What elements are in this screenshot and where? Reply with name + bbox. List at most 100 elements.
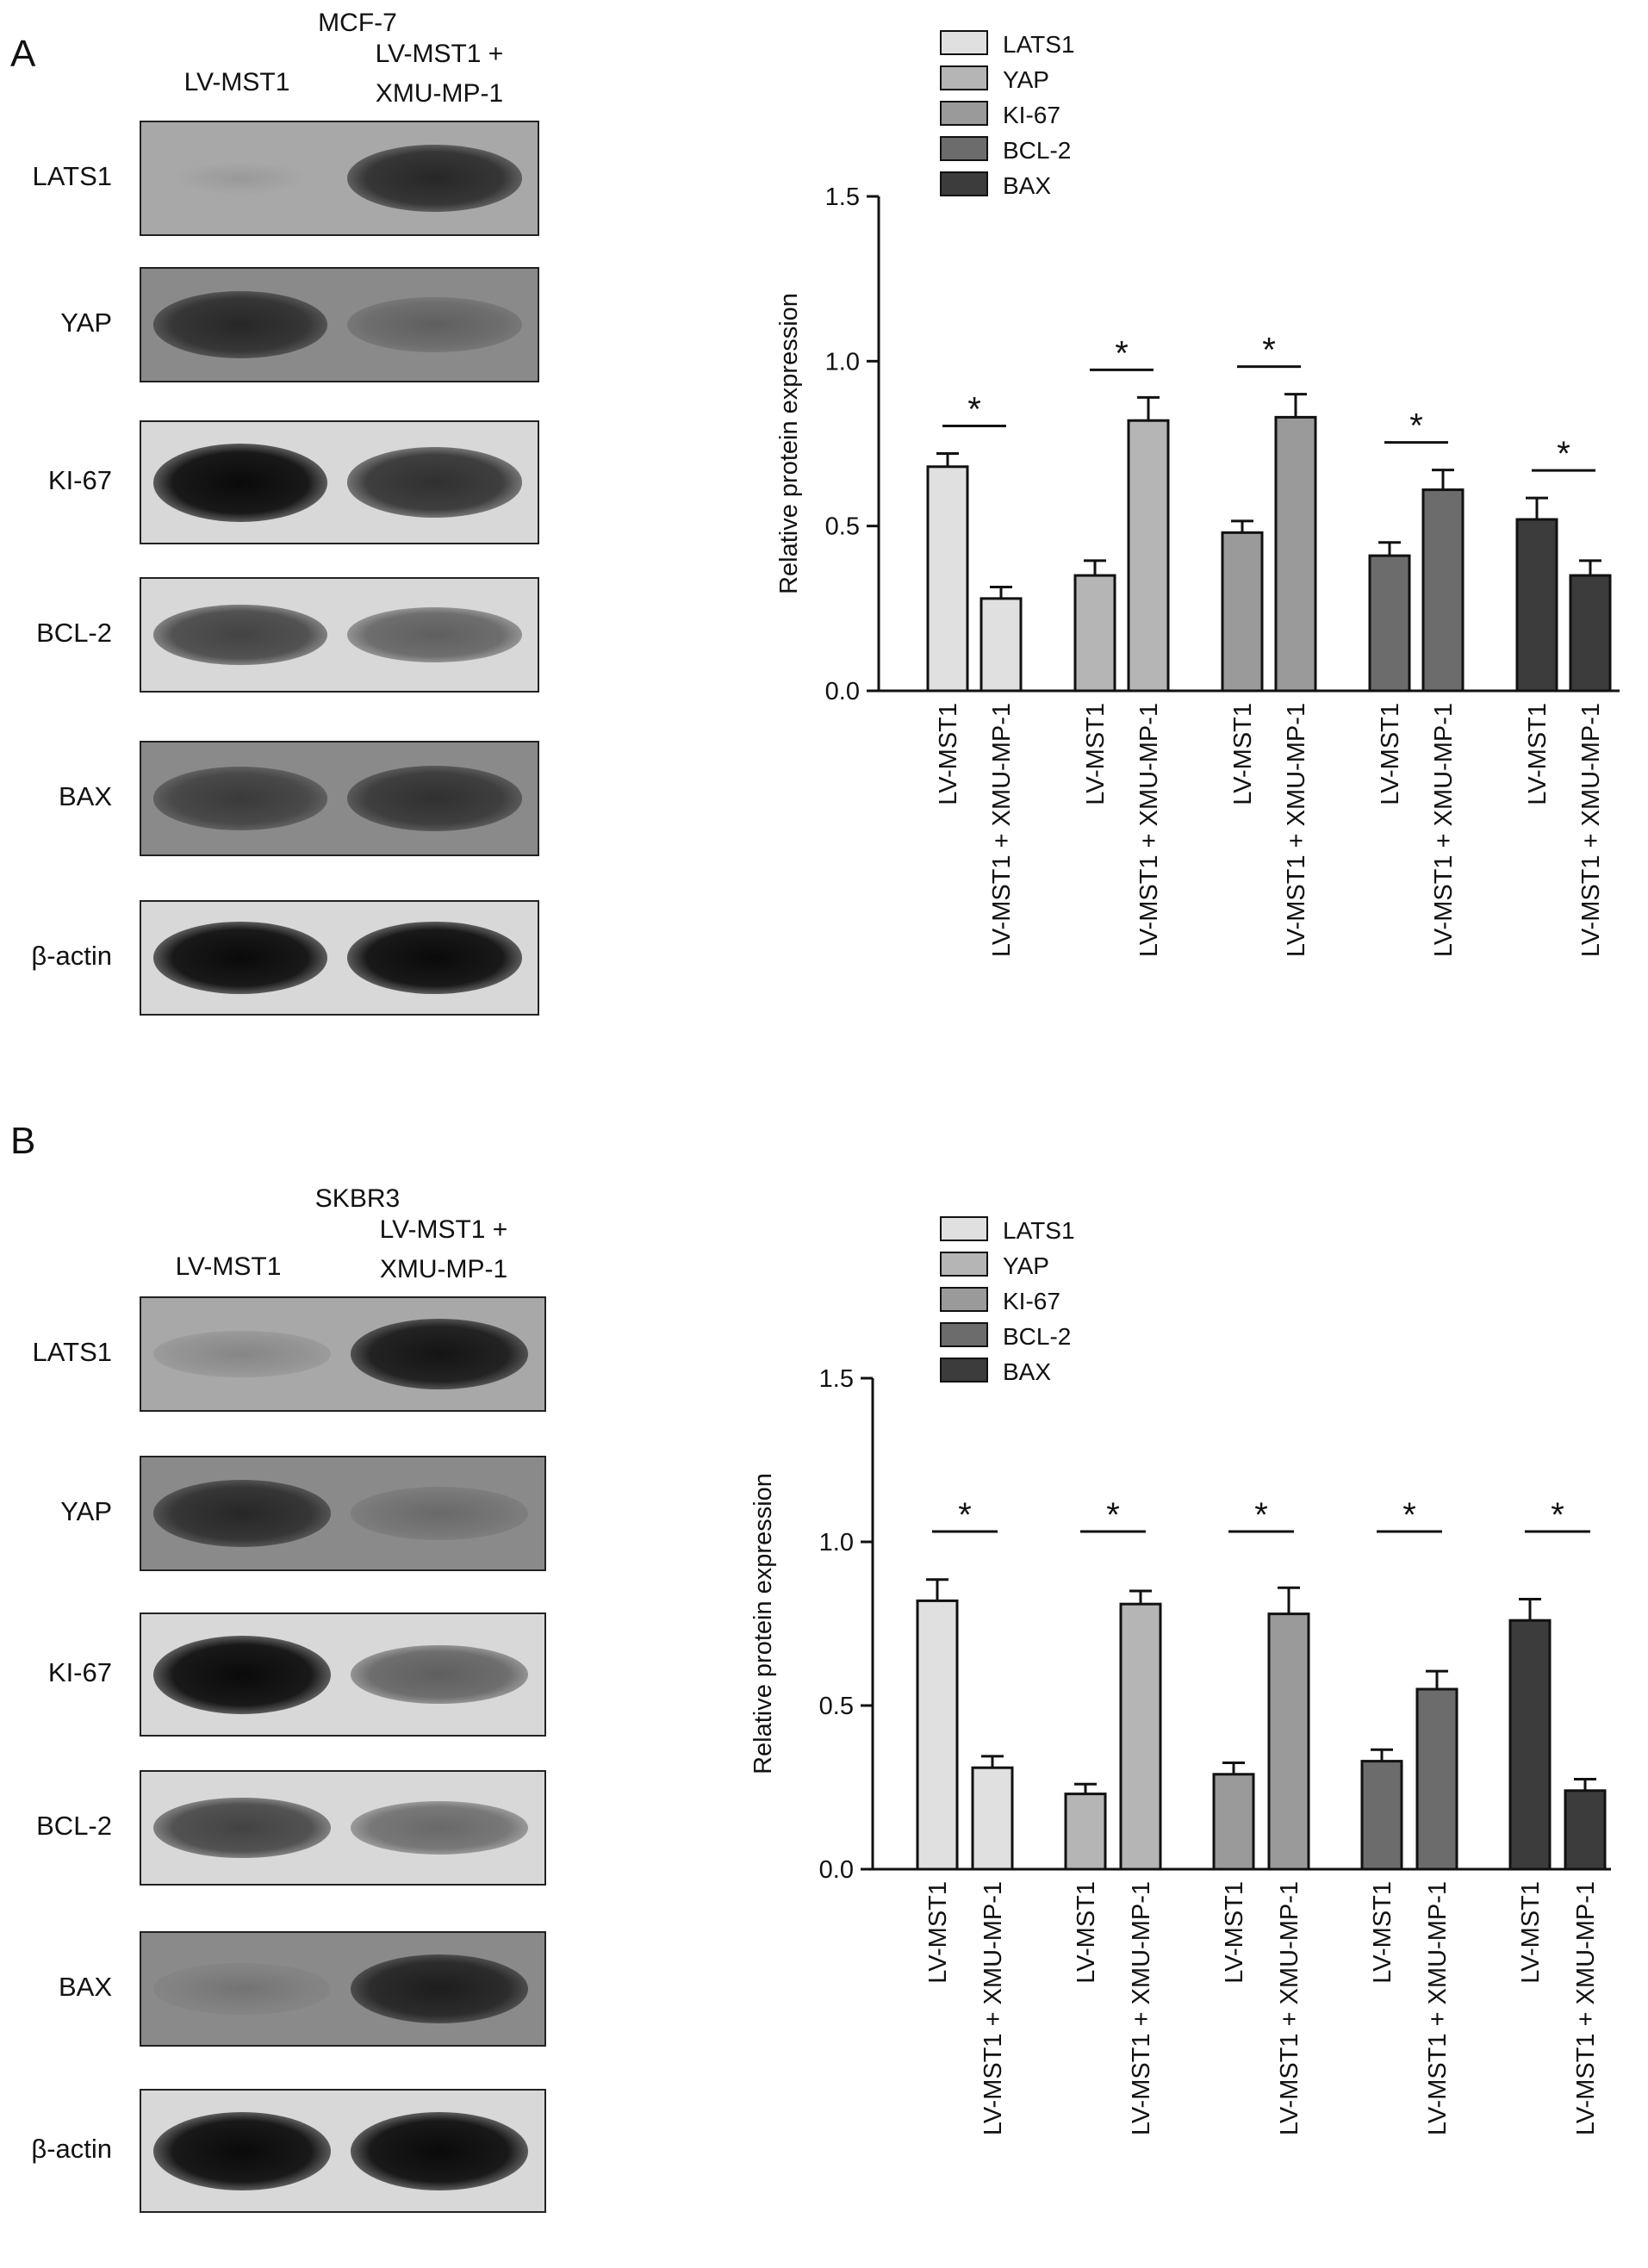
significance-star: * [1106,1496,1120,1534]
x-tick-label: LV-MST1 + XMU-MP-1 [1577,703,1605,957]
x-tick-label: LV-MST1 + XMU-MP-1 [1430,703,1458,957]
blot-band [153,1963,331,2015]
bar [1368,554,1411,693]
x-tick-label: LV-MST1 [1369,1881,1396,1984]
x-tick-label: LV-MST1 + XMU-MP-1 [988,703,1016,957]
blot-label-yap: YAP [60,308,112,338]
blot-label-bcl-2: BCL-2 [36,618,112,648]
blot-image [140,1296,546,1412]
y-tick-label: 1.5 [819,1365,854,1393]
blot-band [351,1644,529,1705]
bar [1569,574,1612,693]
bar [1564,1789,1607,1871]
cell-line-label: SKBR3 [314,1184,401,1213]
blot-band [152,604,328,666]
blot-label-ki-67: KI-67 [47,1657,112,1687]
x-tick-label: LV-MST1 [1517,1881,1545,1984]
blot-label--actin: β-actin [31,941,112,971]
legend-label: KI-67 [1003,102,1060,128]
panel-letter: A [10,33,36,75]
blot-image [140,577,539,693]
x-tick-label: LV-MST1 + XMU-MP-1 [1572,1881,1600,2135]
x-tick-label: LV-MST1 + XMU-MP-1 [1276,1881,1303,2135]
legend-label: LATS1 [1003,31,1075,58]
x-tick-label: LV-MST1 + XMU-MP-1 [1128,1881,1155,2135]
bar-chart: LATS1 YAP KI-67 BCL-2 BAX 0.0 0.5 1.0 1.5 Relativ… [775,30,1620,957]
bar [1267,1612,1310,1871]
legend-swatch [940,1358,988,1383]
bar-chart: LATS1 YAP KI-67 BCL-2 BAX 0.0 0.5 1.0 1.5 Relativ… [749,1216,1611,2135]
x-tick-label: LV-MST1 + XMU-MP-1 [979,1881,1007,2135]
blot-label-ki-67: KI-67 [47,465,112,495]
blot-band [351,1954,529,2023]
legend-swatch [940,65,988,90]
x-tick-label: LV-MST1 [1524,703,1552,805]
bar [1360,1760,1403,1871]
x-tick-label: LV-MST1 + XMU-MP-1 [1135,703,1163,957]
blot-band [152,291,328,358]
y-tick-label: 1.0 [825,348,860,376]
legend-label: BAX [1003,1358,1051,1385]
y-tick-label: 0.0 [819,1856,854,1884]
significance-star: * [1551,1496,1564,1534]
panel-b: B SKBR3 LV-MST1 LV-MST1 + XMU-MP-1 LATS1… [0,1120,1648,2268]
cell-line-label: MCF-7 [318,9,397,37]
blot-image [140,1770,546,1886]
blot-band [152,767,328,830]
blot-band [347,921,522,995]
panel-letter: B [10,1120,36,1162]
y-tick-label: 0.5 [825,513,860,541]
blot-band [152,921,328,995]
bar [1515,518,1558,693]
bar [979,597,1023,693]
blot-band [153,1330,331,1378]
blot-image [140,1456,546,1571]
x-tick-label: LV-MST1 [935,703,962,805]
blot-band [152,156,328,201]
legend-swatch [940,101,988,126]
legend-label: LATS1 [1003,1217,1075,1244]
significance-star: * [1402,1496,1416,1534]
lane-label-2b: XMU-MP-1 [379,1255,508,1283]
panel-a: A MCF-7 LV-MST1 LV-MST1 + XMU-MP-1 LATS1… [0,0,1648,1120]
blot-band [347,606,522,662]
bar [1119,1602,1162,1871]
x-tick-label: LV-MST1 [1082,703,1110,805]
x-tick-label: LV-MST1 [1377,703,1404,805]
significance-star: * [1262,332,1276,370]
legend-swatch [940,1287,988,1312]
significance-star: * [1409,407,1423,445]
legend-swatch [940,30,988,55]
bar [926,465,969,693]
bar [1274,415,1317,693]
blot-image [140,267,539,382]
blot-label--actin: β-actin [31,2134,112,2164]
y-tick-label: 1.0 [819,1529,854,1557]
blot-image [140,1931,546,2047]
blot-label-yap: YAP [60,1496,112,1526]
bar [971,1766,1014,1871]
legend-label: KI-67 [1003,1288,1060,1314]
legend-swatch [940,1322,988,1347]
blot-image [140,420,539,544]
blot-band [351,1318,529,1390]
blot-band [153,2111,331,2190]
significance-star: * [967,390,981,428]
blot-label-bcl-2: BCL-2 [36,1811,112,1841]
x-tick-label: LV-MST1 [924,1881,952,1984]
blot-image [140,900,539,1016]
significance-star: * [1254,1496,1268,1534]
blot-band [153,1797,331,1859]
bar [1073,574,1116,693]
blot-band [351,1487,529,1540]
y-tick-label: 0.5 [819,1693,854,1720]
bar [1415,1687,1458,1871]
significance-star: * [958,1496,972,1534]
x-tick-label: LV-MST1 + XMU-MP-1 [1283,703,1310,957]
bar [1064,1793,1107,1871]
legend-swatch [940,1252,988,1277]
blot-image [140,741,539,856]
blot-band [152,443,328,522]
blot-band [347,296,522,352]
blot-band [347,447,522,518]
